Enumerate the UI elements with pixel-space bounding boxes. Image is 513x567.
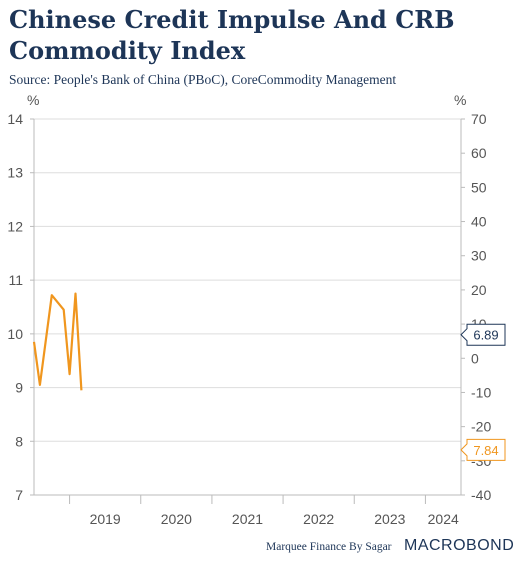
- right-tick-label: 60: [471, 145, 487, 161]
- left-tick-label: 11: [8, 272, 23, 288]
- right-tick-label: 40: [471, 214, 487, 230]
- label-layer: 6.89 7.84: [460, 323, 506, 461]
- left-tick-label: 12: [7, 218, 23, 234]
- left-tick-label: 14: [7, 111, 23, 127]
- grid-layer: [34, 118, 461, 496]
- x-tick-label: 2021: [232, 511, 263, 527]
- crb-last-value-label-box: [460, 323, 506, 346]
- right-tick-label: -40: [471, 487, 491, 503]
- right-tick-label: 50: [471, 179, 487, 195]
- right-tick-label: 0: [471, 350, 479, 366]
- series-layer: [32, 292, 83, 391]
- right-tick-label: 70: [471, 111, 487, 127]
- crb-last-value-label: 6.89: [460, 323, 506, 346]
- x-tick-label: 2024: [428, 511, 459, 527]
- left-tick-label: 10: [7, 326, 23, 342]
- right-tick-label: 20: [471, 282, 487, 298]
- crb-last-value-label-text: 6.89: [473, 328, 498, 343]
- series-line-0: [32, 292, 83, 391]
- impulse-last-value-label-box: [460, 438, 506, 461]
- left-tick-label: 7: [15, 487, 23, 503]
- x-tick-label: 2022: [303, 511, 334, 527]
- right-tick-label: -10: [471, 384, 491, 400]
- macrobond-logo: MACROBOND: [404, 537, 513, 554]
- left-tick-label: 8: [15, 433, 23, 449]
- right-tick-label: 30: [471, 248, 487, 264]
- footer-credit: Marquee Finance By Sagar: [266, 541, 392, 553]
- axis-layer: 7891011121314-40-30-20-10010203040506070…: [7, 92, 491, 527]
- impulse-last-value-label: 7.84: [460, 438, 506, 461]
- left-tick-label: 9: [15, 380, 23, 396]
- impulse-last-value-label-text: 7.84: [473, 443, 498, 458]
- x-tick-label: 2019: [90, 511, 121, 527]
- chart-subtitle: Source: People's Bank of China (PBoC), C…: [9, 72, 397, 87]
- x-tick-label: 2023: [374, 511, 405, 527]
- chart-title: Chinese Credit Impulse And CRB Commodity…: [9, 5, 455, 65]
- right-axis-unit: %: [454, 92, 466, 108]
- x-tick-label: 2020: [161, 511, 192, 527]
- right-tick-label: -20: [471, 419, 491, 435]
- left-axis-unit: %: [27, 92, 39, 108]
- left-tick-label: 13: [7, 165, 23, 181]
